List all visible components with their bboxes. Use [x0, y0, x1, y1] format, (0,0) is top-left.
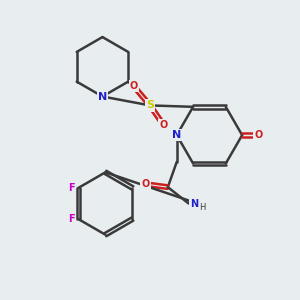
- Text: O: O: [254, 130, 262, 140]
- Text: N: N: [190, 199, 198, 208]
- Text: O: O: [130, 81, 138, 91]
- Text: O: O: [159, 120, 167, 130]
- Text: S: S: [146, 100, 154, 110]
- Text: H: H: [199, 202, 205, 211]
- Text: O: O: [141, 179, 150, 189]
- Text: N: N: [98, 92, 107, 101]
- Text: N: N: [172, 130, 182, 140]
- Text: F: F: [68, 214, 74, 224]
- Text: F: F: [68, 183, 74, 193]
